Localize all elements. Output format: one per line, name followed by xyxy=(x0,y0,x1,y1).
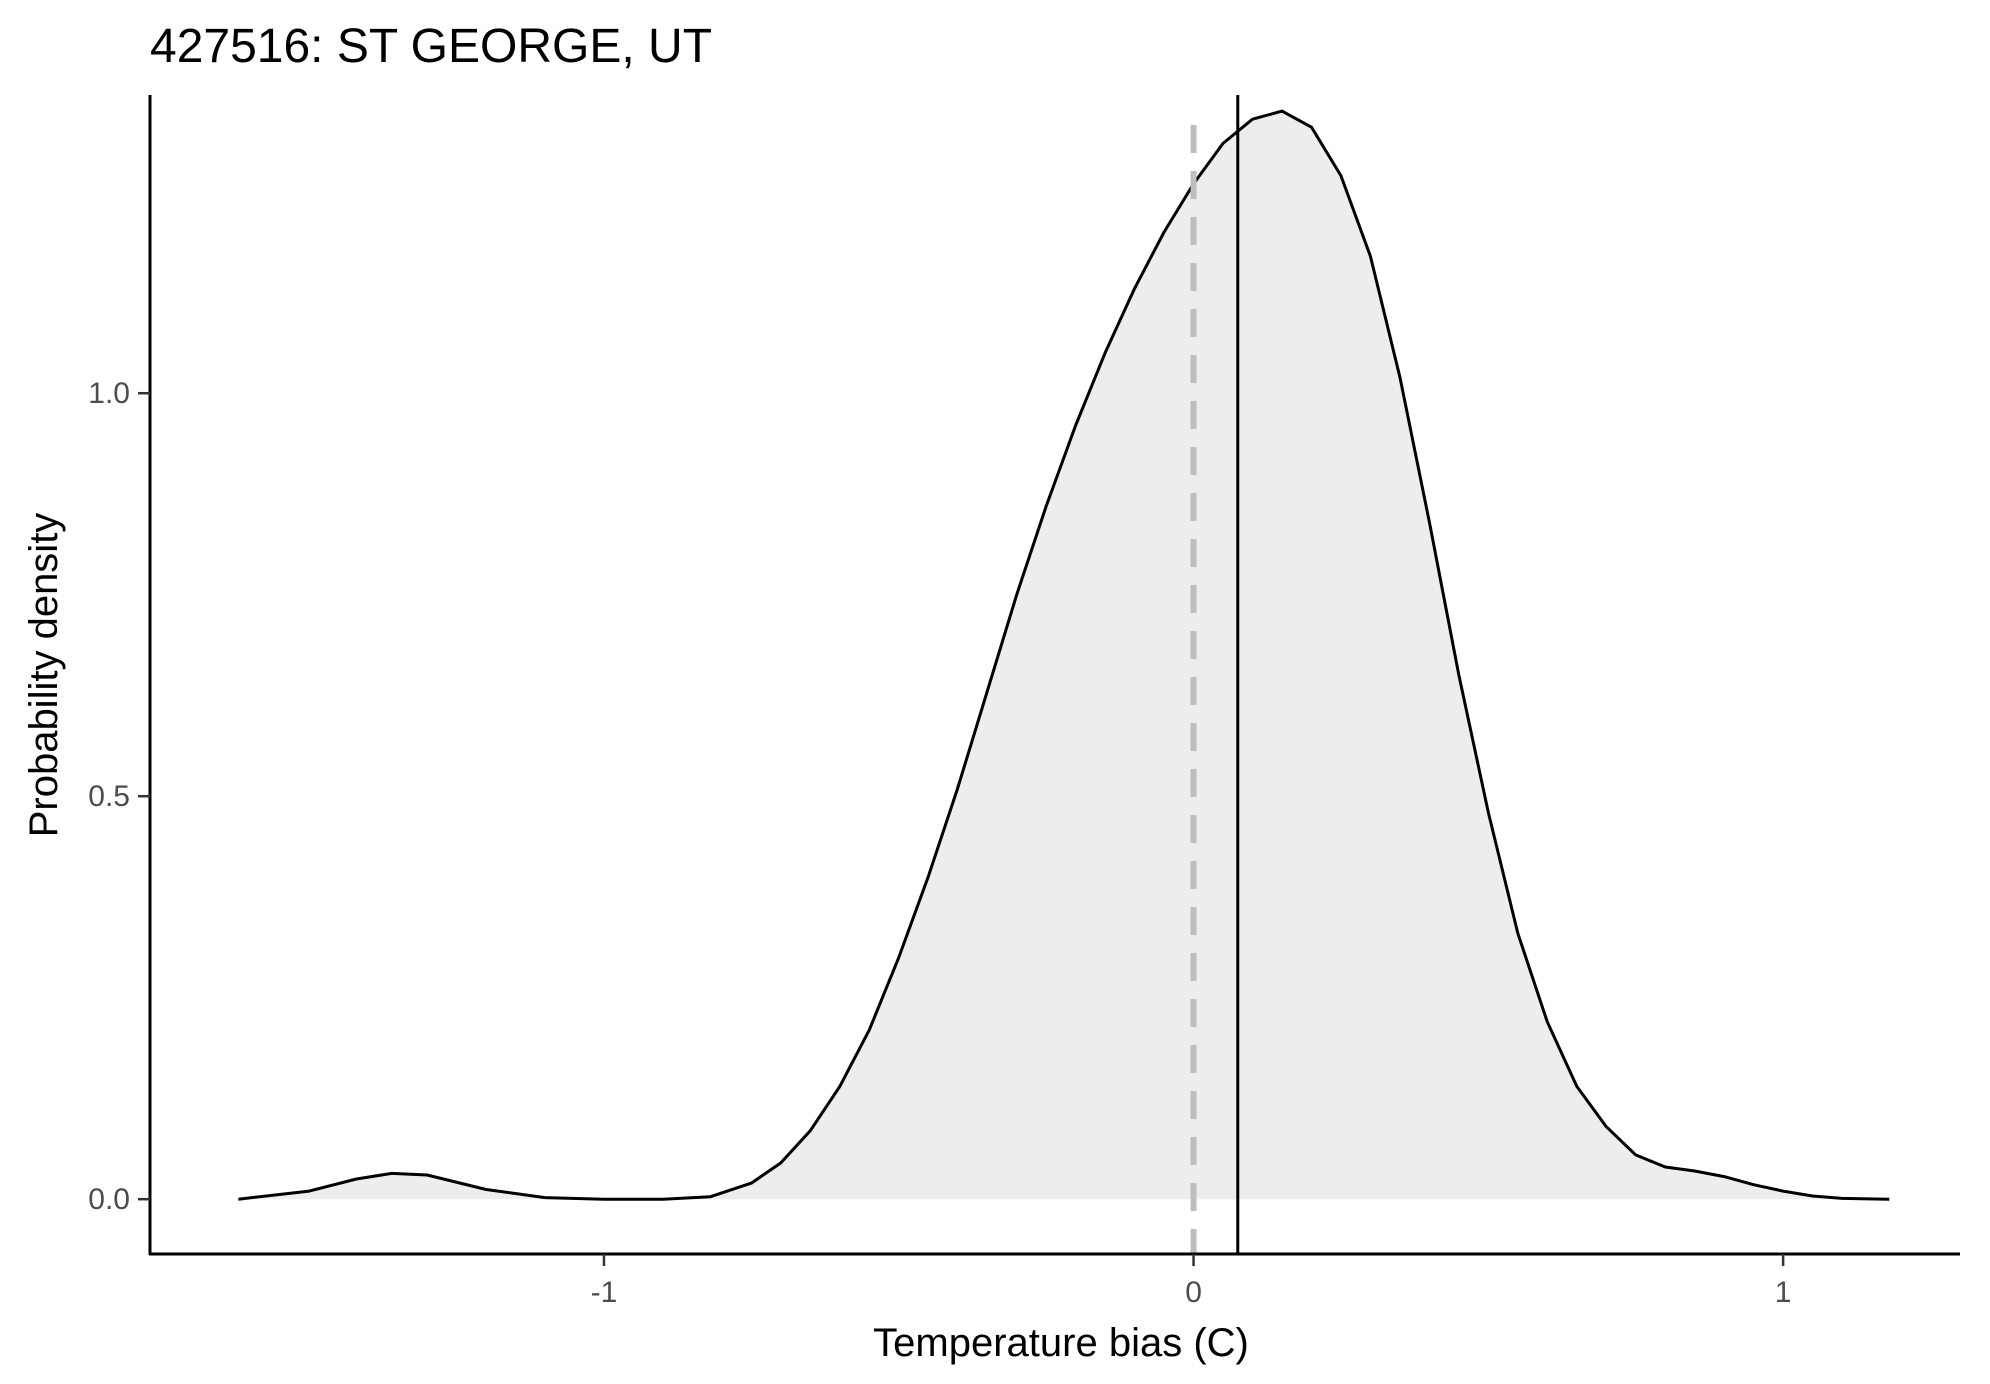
density-area-0 xyxy=(238,111,1890,1200)
x-tick-label: -1 xyxy=(591,1276,618,1309)
plot-area xyxy=(238,95,1890,1254)
chart-title: 427516: ST GEORGE, UT xyxy=(150,20,712,73)
y-tick-label: 0.0 xyxy=(88,1183,130,1216)
density-curve-0 xyxy=(238,109,1890,1201)
axes: -1 0 1 0.0 0.5 1.0 xyxy=(88,95,1960,1309)
y-tick-label: 1.0 xyxy=(88,377,130,410)
x-tick-label: 0 xyxy=(1185,1276,1202,1309)
y-axis-title: Probability density xyxy=(22,513,66,838)
x-axis-title: Temperature bias (C) xyxy=(873,1321,1249,1365)
y-tick-label: 0.5 xyxy=(88,780,130,813)
x-tick-label: 1 xyxy=(1775,1276,1792,1309)
